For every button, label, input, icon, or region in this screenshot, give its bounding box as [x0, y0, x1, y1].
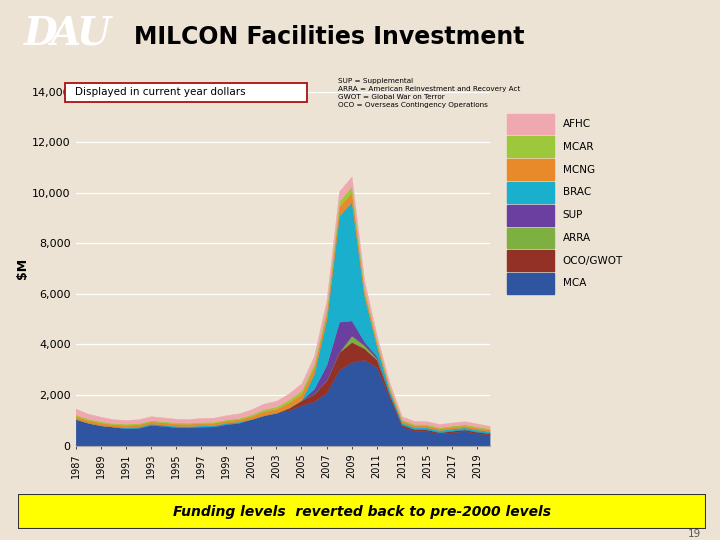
Text: Funding levels  reverted back to pre-2000 levels: Funding levels reverted back to pre-2000… [173, 505, 551, 518]
Bar [508, 227, 554, 248]
Bar [508, 251, 554, 271]
Text: MCAR: MCAR [563, 142, 593, 152]
Bar [508, 159, 554, 180]
Text: SUP = Supplemental
ARRA = American Reinvestment and Recovery Act
GWOT = Global W: SUP = Supplemental ARRA = American Reinv… [338, 78, 521, 109]
Text: MCA: MCA [563, 279, 586, 288]
Text: AFHC: AFHC [563, 119, 591, 129]
Text: Displayed in current year dollars: Displayed in current year dollars [75, 87, 246, 97]
Text: U: U [77, 15, 111, 53]
Bar [508, 114, 554, 134]
FancyBboxPatch shape [18, 494, 706, 529]
Text: ARRA: ARRA [563, 233, 591, 243]
FancyBboxPatch shape [65, 83, 307, 102]
Text: SUP: SUP [563, 210, 583, 220]
Text: D: D [24, 15, 58, 53]
Text: MCNG: MCNG [563, 165, 595, 174]
Bar [508, 182, 554, 203]
Bar [508, 273, 554, 294]
Text: OCO/GWOT: OCO/GWOT [563, 256, 623, 266]
Bar [508, 137, 554, 157]
Bar [508, 205, 554, 226]
Text: A: A [50, 15, 81, 53]
Text: 19: 19 [688, 529, 701, 539]
Text: MILCON Facilities Investment: MILCON Facilities Investment [134, 25, 525, 49]
Y-axis label: $M: $M [17, 258, 30, 279]
Text: BRAC: BRAC [563, 187, 591, 198]
